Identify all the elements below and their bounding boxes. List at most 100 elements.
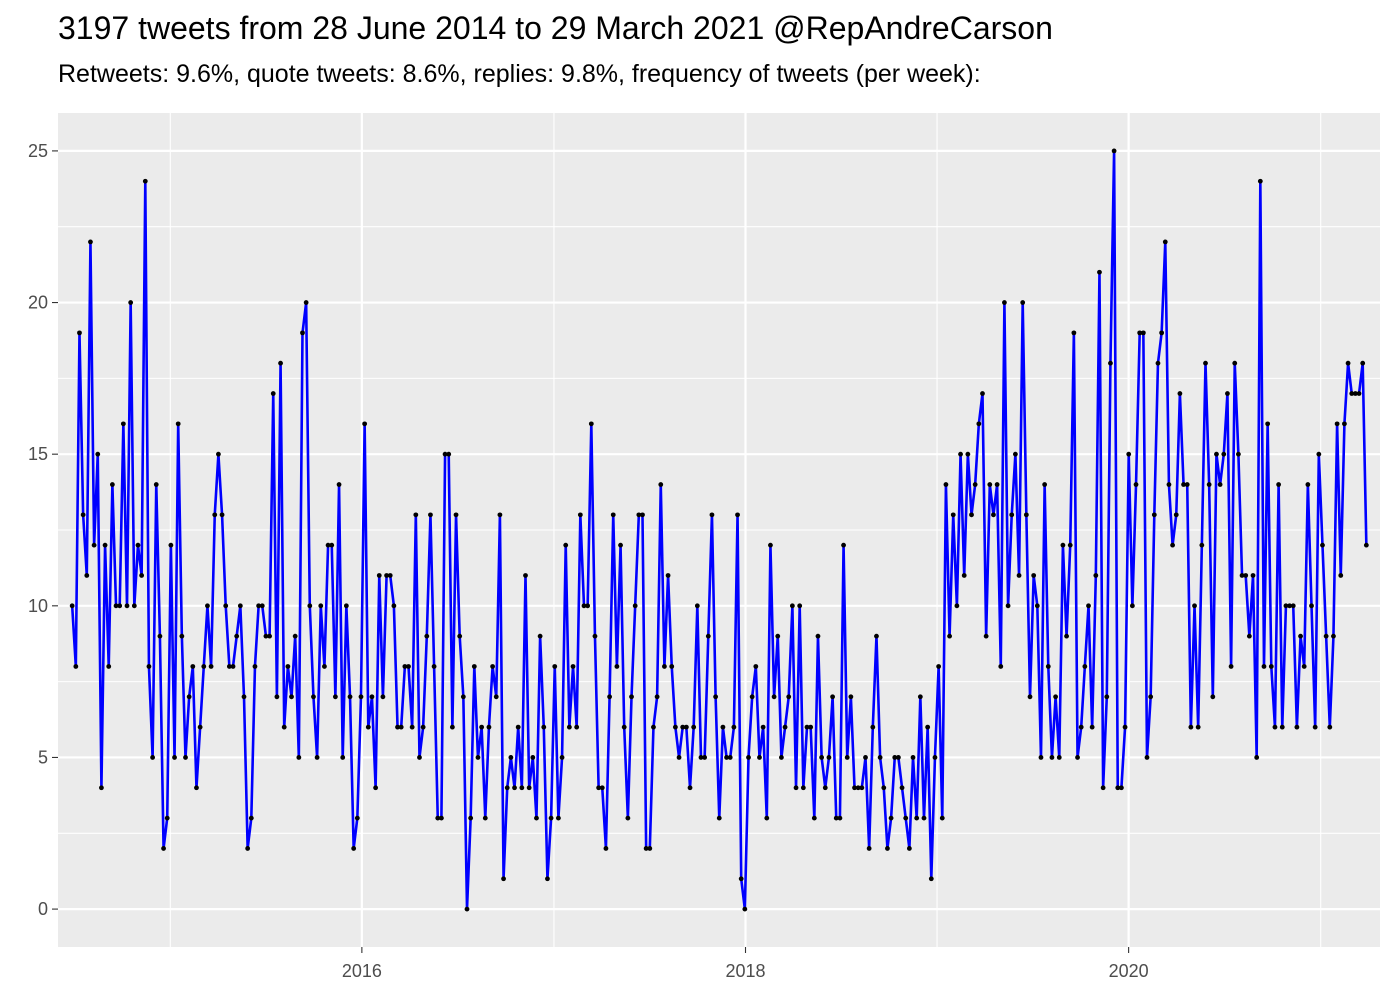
- data-point: [599, 785, 605, 791]
- data-point: [205, 603, 210, 609]
- data-point: [830, 694, 835, 700]
- data-point: [208, 664, 214, 669]
- data-point: [296, 755, 302, 760]
- data-point: [219, 512, 225, 518]
- data-point: [325, 542, 331, 548]
- data-point: [786, 694, 792, 700]
- data-point: [413, 512, 419, 518]
- data-point: [183, 755, 188, 760]
- data-point: [300, 330, 305, 336]
- data-point: [486, 724, 492, 730]
- data-point: [1246, 633, 1252, 639]
- data-point: [406, 664, 411, 669]
- data-point: [757, 755, 762, 760]
- data-point: [709, 512, 715, 518]
- data-point: [1170, 542, 1175, 548]
- data-point: [1301, 664, 1307, 669]
- data-point: [585, 603, 591, 609]
- axis-ticks: [52, 150, 1130, 953]
- data-point: [859, 785, 865, 791]
- data-point: [1115, 785, 1121, 791]
- data-point: [164, 815, 170, 821]
- data-point: [278, 360, 283, 366]
- data-point: [1002, 300, 1007, 305]
- data-point: [724, 755, 729, 760]
- data-point: [479, 724, 485, 730]
- data-point: [1323, 633, 1329, 639]
- data-point: [347, 694, 353, 700]
- data-point: [530, 755, 536, 760]
- data-point: [168, 542, 174, 548]
- data-point: [632, 603, 638, 609]
- data-point: [523, 573, 528, 578]
- data-point: [230, 664, 236, 669]
- data-point: [1225, 391, 1230, 396]
- data-point: [775, 633, 781, 639]
- data-point: [1320, 542, 1325, 548]
- data-point: [789, 603, 795, 609]
- data-point: [1217, 482, 1223, 487]
- data-point: [749, 694, 755, 700]
- data-point: [1012, 451, 1018, 457]
- data-point: [179, 633, 185, 639]
- data-point: [446, 451, 452, 457]
- data-point: [1279, 724, 1285, 730]
- data-point: [643, 846, 649, 851]
- chart-subtitle: Retweets: 9.6%, quote tweets: 8.6%, repl…: [58, 60, 981, 88]
- data-point: [1177, 391, 1183, 396]
- data-point: [1184, 482, 1190, 487]
- data-point: [899, 785, 905, 791]
- data-point: [1031, 573, 1037, 578]
- data-point: [1331, 633, 1336, 639]
- data-point: [1334, 421, 1340, 427]
- data-point: [146, 664, 152, 669]
- data-point: [252, 664, 258, 669]
- data-point: [800, 785, 806, 791]
- data-point: [490, 664, 495, 669]
- data-point: [947, 633, 952, 639]
- chart-title: 3197 tweets from 28 June 2014 to 29 Marc…: [58, 10, 1053, 46]
- data-point: [1042, 482, 1048, 487]
- data-point: [877, 755, 883, 760]
- data-point: [808, 724, 814, 730]
- data-point: [468, 815, 474, 821]
- data-point: [1086, 603, 1091, 609]
- data-point: [504, 785, 510, 791]
- data-point: [683, 724, 689, 730]
- data-point: [482, 815, 488, 821]
- data-point: [526, 785, 532, 791]
- data-point: [1038, 755, 1044, 760]
- y-tick-label: 5: [38, 747, 48, 767]
- data-point: [1049, 755, 1055, 760]
- data-point: [753, 664, 759, 669]
- data-point: [395, 724, 400, 730]
- data-point: [1272, 724, 1278, 730]
- data-point: [460, 694, 466, 700]
- data-point: [870, 724, 876, 730]
- data-point: [833, 815, 839, 821]
- data-point: [77, 330, 82, 336]
- data-point: [1159, 330, 1165, 336]
- data-point: [493, 694, 499, 700]
- data-point: [1162, 239, 1168, 245]
- data-point: [1345, 360, 1351, 366]
- data-point: [928, 876, 934, 882]
- data-point: [1023, 512, 1029, 518]
- data-point: [435, 815, 441, 821]
- data-point: [1126, 451, 1132, 457]
- data-point: [322, 664, 327, 669]
- data-point: [332, 694, 338, 700]
- data-point: [267, 633, 272, 639]
- data-point: [917, 694, 923, 700]
- data-point: [475, 755, 481, 760]
- data-point: [768, 542, 773, 548]
- data-point: [212, 512, 218, 518]
- data-point: [566, 724, 572, 730]
- data-point: [545, 876, 550, 882]
- data-point: [903, 815, 909, 821]
- data-point: [1199, 542, 1205, 548]
- data-point: [391, 603, 397, 609]
- x-tick-label: 2020: [1109, 961, 1149, 981]
- data-point: [402, 664, 408, 669]
- data-point: [1305, 482, 1311, 487]
